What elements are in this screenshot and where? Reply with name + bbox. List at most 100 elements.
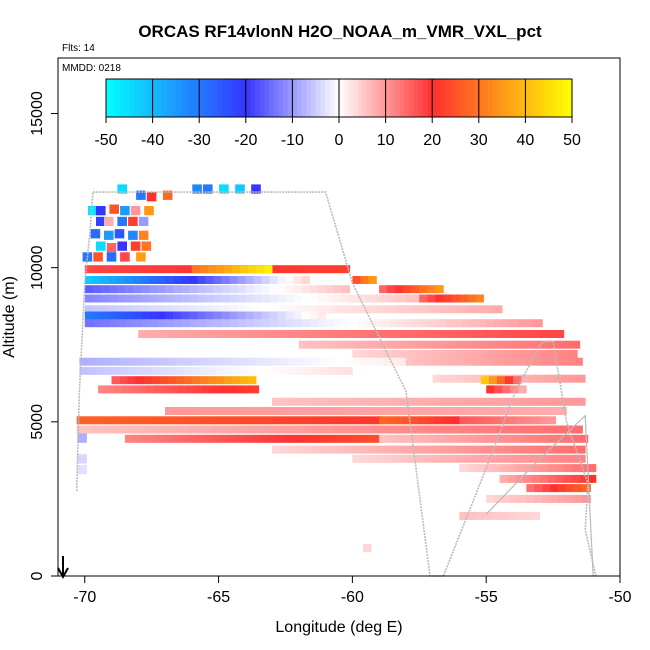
- heat-cell: [141, 311, 150, 320]
- heat-cell: [513, 376, 522, 385]
- heat-cell: [373, 416, 383, 425]
- heat-cell: [108, 305, 118, 314]
- heat-cell: [515, 434, 524, 443]
- heat-cell: [92, 276, 102, 284]
- heat-cell: [491, 511, 500, 520]
- heat-cell: [566, 357, 575, 366]
- heat-cell: [352, 397, 361, 406]
- heat-cell: [529, 454, 538, 463]
- heat-cell: [430, 407, 439, 415]
- heat-cell: [384, 397, 393, 406]
- heat-cell: [167, 357, 177, 366]
- colorbar-swatch: [199, 79, 205, 117]
- colorbar-swatch: [530, 79, 536, 117]
- heat-cell: [285, 425, 294, 434]
- heat-cell: [124, 416, 134, 425]
- heat-cell: [566, 484, 575, 493]
- colorbar-swatch: [115, 79, 121, 117]
- heat-cell: [387, 285, 396, 294]
- heat-cell: [553, 350, 562, 358]
- heat-cell: [443, 340, 452, 349]
- heat-cell: [333, 305, 342, 314]
- heat-cell: [365, 294, 375, 303]
- heat-cell: [280, 445, 289, 454]
- heat-cell: [333, 416, 342, 425]
- heat-cell: [577, 374, 586, 383]
- heat-cell: [376, 454, 385, 463]
- heat-cell: [213, 416, 222, 425]
- heat-cell: [550, 357, 559, 366]
- heat-cell: [526, 494, 535, 503]
- heat-cell: [561, 445, 570, 454]
- heat-cell: [191, 366, 201, 375]
- colorbar-swatch: [525, 79, 531, 117]
- heat-cell: [521, 454, 530, 463]
- heat-cell: [141, 305, 150, 314]
- heat-cell: [111, 357, 120, 366]
- heat-cell: [467, 464, 476, 473]
- heat-cell: [555, 464, 565, 473]
- heat-cell: [336, 397, 345, 406]
- heat-cell: [226, 385, 235, 394]
- heat-cell: [141, 416, 150, 425]
- heat-cell: [218, 330, 227, 338]
- heat-cell: [167, 366, 177, 375]
- heat-cell: [571, 340, 581, 349]
- heat-cell: [341, 416, 351, 425]
- heat-cell: [215, 357, 225, 366]
- heat-cell: [555, 330, 565, 338]
- heat-cell: [207, 366, 217, 375]
- heat-cell: [341, 294, 351, 303]
- heat-cell: [269, 311, 278, 320]
- heat-cell: [256, 357, 265, 366]
- colorbar-swatch: [422, 79, 428, 117]
- heat-cell: [108, 294, 118, 303]
- heat-cell: [325, 416, 334, 425]
- heat-cell: [301, 276, 310, 284]
- heat-cell: [571, 464, 581, 473]
- heat-cell: [100, 425, 110, 434]
- colorbar-swatch: [189, 79, 195, 117]
- heat-cell: [119, 376, 128, 385]
- heat-cell: [132, 294, 142, 303]
- colorbar-swatch: [520, 79, 526, 117]
- heat-cell: [451, 330, 460, 338]
- heat-cell: [205, 285, 214, 294]
- heat-cell: [488, 454, 498, 463]
- heat-cell: [237, 319, 246, 328]
- heat-cell: [571, 434, 581, 443]
- heat-cell: [542, 425, 551, 434]
- heat-cell: [183, 357, 193, 366]
- heat-cell: [419, 340, 428, 349]
- colorbar-swatch: [175, 79, 181, 117]
- heat-cell: [108, 416, 118, 425]
- heat-cell: [280, 357, 289, 366]
- heat-cell: [197, 276, 206, 284]
- heat-cell: [229, 311, 238, 320]
- heat-cell: [237, 285, 246, 294]
- heat-cell: [84, 311, 94, 320]
- heat-cell: [264, 265, 273, 274]
- heat-cell: [114, 385, 123, 394]
- colorbar-swatch: [161, 79, 167, 117]
- heat-cell: [132, 276, 142, 284]
- heat-cell: [309, 434, 318, 443]
- heat-cell: [197, 407, 206, 415]
- heat-cell: [181, 305, 190, 314]
- heat-cell: [229, 407, 238, 415]
- heat-cell: [149, 416, 158, 425]
- heat-cell: [405, 425, 415, 434]
- heat-cell: [480, 397, 490, 406]
- heat-cell: [499, 474, 508, 483]
- heat-cell: [336, 357, 345, 366]
- heat-cell: [504, 350, 514, 358]
- heat-cell: [304, 357, 313, 366]
- heat-cell: [553, 397, 562, 406]
- heat-cell: [526, 407, 535, 415]
- heat-cell: [76, 416, 86, 425]
- heat-cell: [84, 416, 94, 425]
- heat-cell: [219, 184, 229, 194]
- heat-cell: [293, 407, 302, 415]
- heat-cell: [205, 407, 214, 415]
- y-tick-label: 15000: [29, 91, 46, 136]
